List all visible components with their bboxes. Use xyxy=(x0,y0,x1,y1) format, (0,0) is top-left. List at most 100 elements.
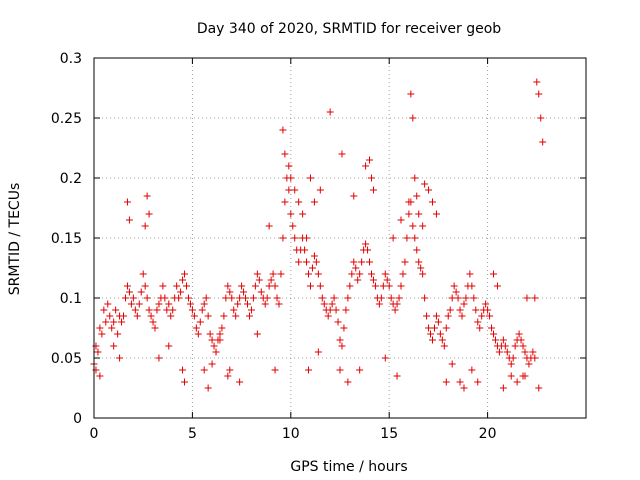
data-point xyxy=(155,300,163,308)
data-point xyxy=(200,366,208,374)
data-point xyxy=(334,318,342,326)
data-point xyxy=(159,282,167,290)
chart-title: Day 340 of 2020, SRMTID for receiver geo… xyxy=(197,21,501,37)
data-point xyxy=(271,282,279,290)
data-point xyxy=(94,348,102,356)
data-point xyxy=(427,330,435,338)
data-point xyxy=(336,336,344,344)
data-point xyxy=(486,312,494,320)
data-point xyxy=(519,342,527,350)
data-point xyxy=(324,312,332,320)
data-point xyxy=(454,294,462,302)
data-point xyxy=(533,78,541,86)
data-point xyxy=(450,282,458,290)
data-point xyxy=(308,264,316,272)
data-point xyxy=(521,348,529,356)
data-point xyxy=(202,294,210,302)
x-tick-label: 5 xyxy=(188,426,197,442)
data-point xyxy=(436,330,444,338)
data-point xyxy=(184,294,192,302)
data-point xyxy=(428,198,436,206)
data-point xyxy=(285,162,293,170)
data-point xyxy=(145,210,153,218)
data-point xyxy=(417,264,425,272)
data-point xyxy=(515,330,523,338)
data-point xyxy=(385,282,393,290)
data-point xyxy=(375,300,383,308)
data-point xyxy=(411,174,419,182)
data-point xyxy=(432,210,440,218)
data-point xyxy=(330,294,338,302)
data-point xyxy=(371,282,379,290)
data-point xyxy=(366,258,374,266)
data-point xyxy=(397,216,405,224)
data-point xyxy=(289,222,297,230)
data-point xyxy=(263,294,271,302)
data-point xyxy=(501,342,509,350)
data-point xyxy=(507,372,515,380)
data-point xyxy=(503,348,511,356)
data-point xyxy=(491,336,499,344)
data-point xyxy=(474,378,482,386)
data-point xyxy=(118,318,126,326)
data-point xyxy=(123,282,131,290)
data-point xyxy=(423,312,431,320)
data-point xyxy=(291,234,299,242)
data-point xyxy=(129,294,137,302)
data-point xyxy=(346,282,354,290)
data-point xyxy=(277,270,285,278)
data-point xyxy=(200,300,208,308)
data-point xyxy=(460,300,468,308)
data-point xyxy=(257,288,265,296)
data-point xyxy=(133,312,141,320)
data-point xyxy=(236,294,244,302)
data-point xyxy=(204,384,212,392)
data-point xyxy=(474,318,482,326)
data-point xyxy=(367,270,375,278)
data-point xyxy=(332,306,340,314)
data-point xyxy=(432,312,440,320)
x-tick-label: 10 xyxy=(282,426,300,442)
grid-lines xyxy=(94,58,586,418)
data-point xyxy=(143,294,151,302)
data-point xyxy=(98,330,106,338)
data-point xyxy=(244,300,252,308)
data-point xyxy=(413,246,421,254)
data-point xyxy=(446,306,454,314)
data-point xyxy=(102,318,110,326)
data-point xyxy=(238,282,246,290)
x-tick-labels: 0 5 10 15 20 xyxy=(90,426,497,442)
data-point xyxy=(438,336,446,344)
data-point xyxy=(145,306,153,314)
data-point xyxy=(344,378,352,386)
data-point xyxy=(255,276,263,284)
data-point xyxy=(499,384,507,392)
data-point xyxy=(328,300,336,308)
data-point xyxy=(369,276,377,284)
data-point xyxy=(177,288,185,296)
data-point xyxy=(287,174,295,182)
data-point xyxy=(303,258,311,266)
data-point xyxy=(196,318,204,326)
data-point xyxy=(108,324,116,332)
data-point xyxy=(336,366,344,374)
data-point xyxy=(525,360,533,368)
data-point xyxy=(247,306,255,314)
data-point xyxy=(173,282,181,290)
data-point xyxy=(181,270,189,278)
data-point xyxy=(190,312,198,320)
data-point xyxy=(415,210,423,218)
data-point xyxy=(169,306,177,314)
data-point xyxy=(287,210,295,218)
data-point xyxy=(306,282,314,290)
data-point xyxy=(299,210,307,218)
data-point xyxy=(490,330,498,338)
data-point xyxy=(143,192,151,200)
data-point xyxy=(104,300,112,308)
data-point xyxy=(232,312,240,320)
data-point xyxy=(179,366,187,374)
data-point xyxy=(381,354,389,362)
data-point xyxy=(448,294,456,302)
data-point xyxy=(135,300,143,308)
